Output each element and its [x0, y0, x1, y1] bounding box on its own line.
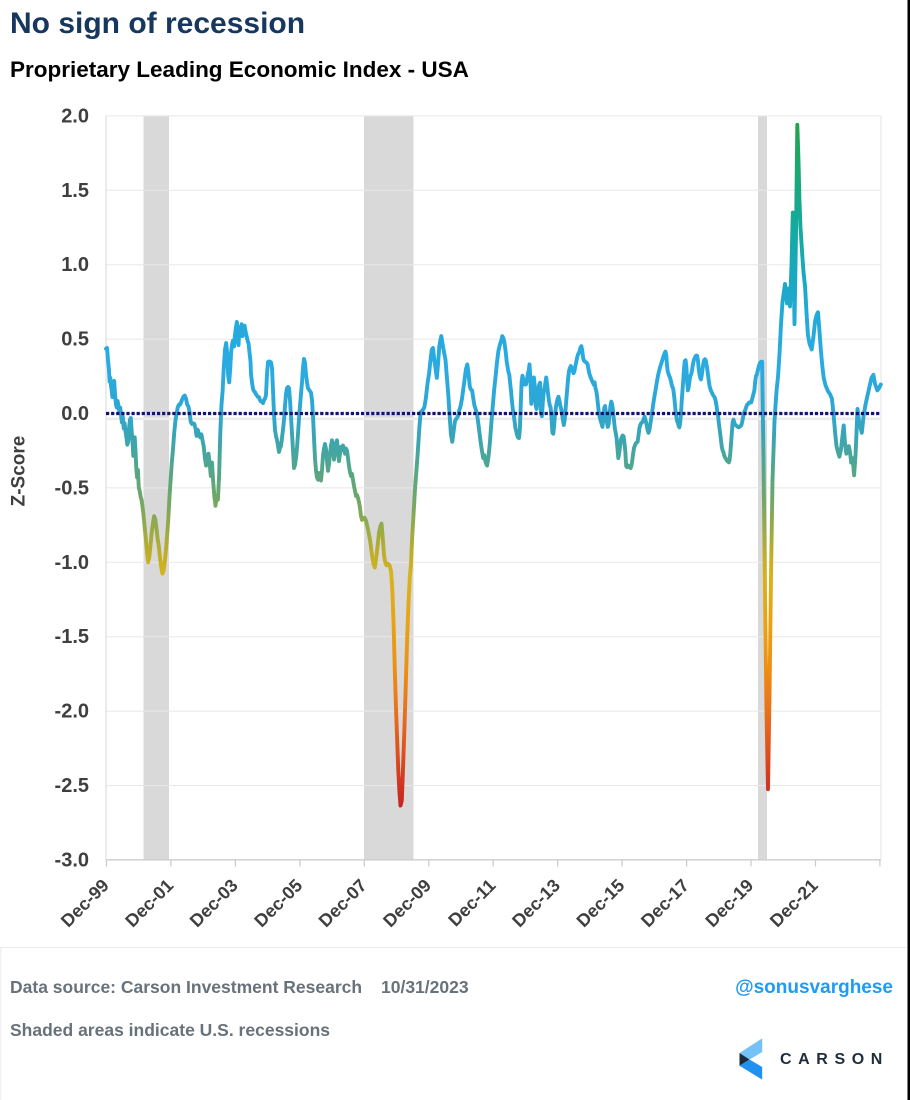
svg-text:-3.0: -3.0 [55, 849, 89, 871]
svg-text:2.0: 2.0 [61, 105, 89, 127]
svg-text:-2.5: -2.5 [55, 775, 89, 797]
svg-text:-2.0: -2.0 [55, 701, 89, 723]
svg-text:Z-Score: Z-Score [9, 436, 30, 507]
svg-text:Shaded areas indicate U.S. rec: Shaded areas indicate U.S. recessions [10, 1020, 330, 1040]
svg-text:10/31/2023: 10/31/2023 [381, 977, 469, 997]
svg-text:0.5: 0.5 [61, 329, 89, 351]
svg-text:1.5: 1.5 [61, 180, 89, 202]
svg-text:1.0: 1.0 [61, 254, 89, 276]
svg-text:Proprietary Leading Economic I: Proprietary Leading Economic Index - USA [10, 57, 469, 82]
svg-text:-1.5: -1.5 [55, 626, 89, 648]
svg-text:CARSON: CARSON [780, 1051, 889, 1068]
svg-text:-1.0: -1.0 [55, 552, 89, 574]
svg-text:Data source: Carson Investment: Data source: Carson Investment Research [10, 977, 362, 997]
svg-text:@sonusvarghese: @sonusvarghese [735, 977, 893, 998]
svg-text:-0.5: -0.5 [55, 477, 89, 499]
svg-text:No sign of recession: No sign of recession [10, 7, 305, 40]
svg-text:0.0: 0.0 [61, 403, 89, 425]
